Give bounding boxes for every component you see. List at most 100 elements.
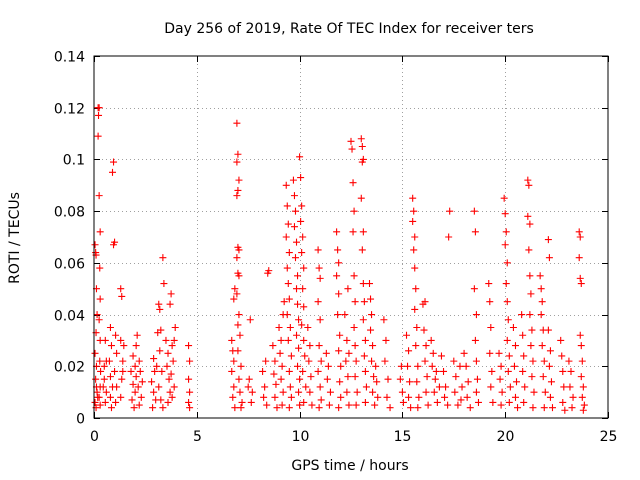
data-point-plus: [231, 404, 239, 412]
data-point-plus: [336, 331, 344, 339]
data-point-plus: [294, 362, 302, 370]
data-point-plus: [578, 357, 586, 365]
data-point-plus: [544, 236, 552, 244]
data-point-plus: [316, 316, 324, 324]
data-point-plus: [185, 375, 193, 383]
data-point-plus: [237, 362, 245, 370]
data-point-plus: [278, 401, 286, 409]
data-point-plus: [435, 383, 443, 391]
data-point-plus: [106, 393, 114, 401]
data-point-plus: [421, 357, 429, 365]
data-point-plus: [351, 373, 359, 381]
x-tick-label: 10: [292, 429, 310, 445]
data-point-plus: [488, 367, 496, 375]
data-point-plus: [470, 207, 478, 215]
data-point-plus: [247, 398, 255, 406]
data-point-plus: [94, 132, 102, 140]
data-point-plus: [185, 342, 193, 350]
data-point-plus: [306, 342, 314, 350]
data-point-plus: [298, 202, 306, 210]
data-point-plus: [528, 373, 536, 381]
data-point-plus: [99, 383, 107, 391]
data-point-plus: [463, 393, 471, 401]
data-point-plus: [497, 401, 505, 409]
data-point-plus: [370, 373, 378, 381]
data-point-plus: [186, 404, 194, 412]
data-point-plus: [424, 401, 432, 409]
data-point-plus: [501, 241, 509, 249]
data-point-plus: [357, 135, 365, 143]
data-point-plus: [452, 373, 460, 381]
data-point-plus: [505, 398, 513, 406]
data-point-plus: [95, 316, 103, 324]
data-point-plus: [460, 349, 468, 357]
data-point-plus: [577, 280, 585, 288]
data-point-plus: [119, 357, 127, 365]
data-point-plus: [304, 324, 312, 331]
y-tick-label: 0.06: [54, 257, 85, 273]
data-point-plus: [536, 272, 544, 280]
data-point-plus: [504, 367, 512, 375]
data-point-plus: [559, 398, 567, 406]
data-point-plus: [231, 285, 239, 293]
data-point-plus: [413, 378, 421, 386]
data-point-plus: [299, 233, 307, 241]
data-point-plus: [422, 388, 430, 396]
data-point-plus: [233, 192, 241, 200]
data-point-plus: [287, 393, 295, 401]
data-point-plus: [518, 311, 526, 319]
data-point-plus: [159, 254, 167, 262]
data-point-plus: [308, 401, 316, 409]
data-point-plus: [526, 311, 534, 319]
data-point-plus: [149, 404, 157, 412]
chart-title: Day 256 of 2019, Rate Of TEC Index for r…: [164, 21, 534, 37]
data-point-plus: [236, 331, 244, 339]
data-point-plus: [324, 362, 332, 370]
data-point-plus: [236, 388, 244, 396]
grid-lines: [94, 56, 608, 418]
data-point-plus: [373, 378, 381, 386]
data-point-plus: [486, 298, 494, 306]
data-point-plus: [382, 336, 390, 344]
data-point-plus: [282, 181, 290, 189]
data-point-plus: [95, 192, 103, 200]
data-point-plus: [297, 174, 305, 182]
data-point-plus: [110, 241, 118, 249]
data-point-plus: [406, 378, 414, 386]
data-point-plus: [524, 176, 532, 184]
data-point-plus: [473, 375, 481, 383]
data-point-plus: [230, 357, 238, 365]
data-point-plus: [359, 228, 367, 236]
data-point-plus: [130, 404, 138, 412]
data-point-plus: [117, 285, 125, 293]
data-point-plus: [540, 404, 548, 412]
data-point-plus: [299, 367, 307, 375]
data-point-plus: [577, 373, 585, 381]
data-point-plus: [293, 285, 301, 293]
data-point-plus: [343, 336, 351, 344]
data-point-plus: [565, 357, 573, 365]
data-point-plus: [96, 264, 104, 272]
data-point-plus: [160, 280, 168, 288]
data-point-plus: [567, 367, 575, 375]
data-point-plus: [283, 311, 291, 319]
data-point-plus: [295, 316, 303, 324]
x-tick-label: 15: [394, 429, 412, 445]
data-point-plus: [423, 373, 431, 381]
data-point-plus: [413, 324, 421, 331]
data-point-plus: [93, 388, 101, 396]
data-point-plus: [526, 272, 534, 280]
data-point-plus: [350, 272, 358, 280]
data-point-plus: [335, 404, 343, 412]
data-point-plus: [235, 311, 243, 319]
data-point-plus: [529, 357, 537, 365]
data-point-plus: [101, 398, 109, 406]
data-point-plus: [111, 367, 119, 375]
data-point-plus: [353, 388, 361, 396]
data-point-plus: [238, 398, 246, 406]
data-point-plus: [314, 298, 322, 306]
data-point-plus: [487, 383, 495, 391]
data-point-plus: [271, 357, 279, 365]
data-point-plus: [519, 367, 527, 375]
data-point-plus: [118, 375, 126, 383]
